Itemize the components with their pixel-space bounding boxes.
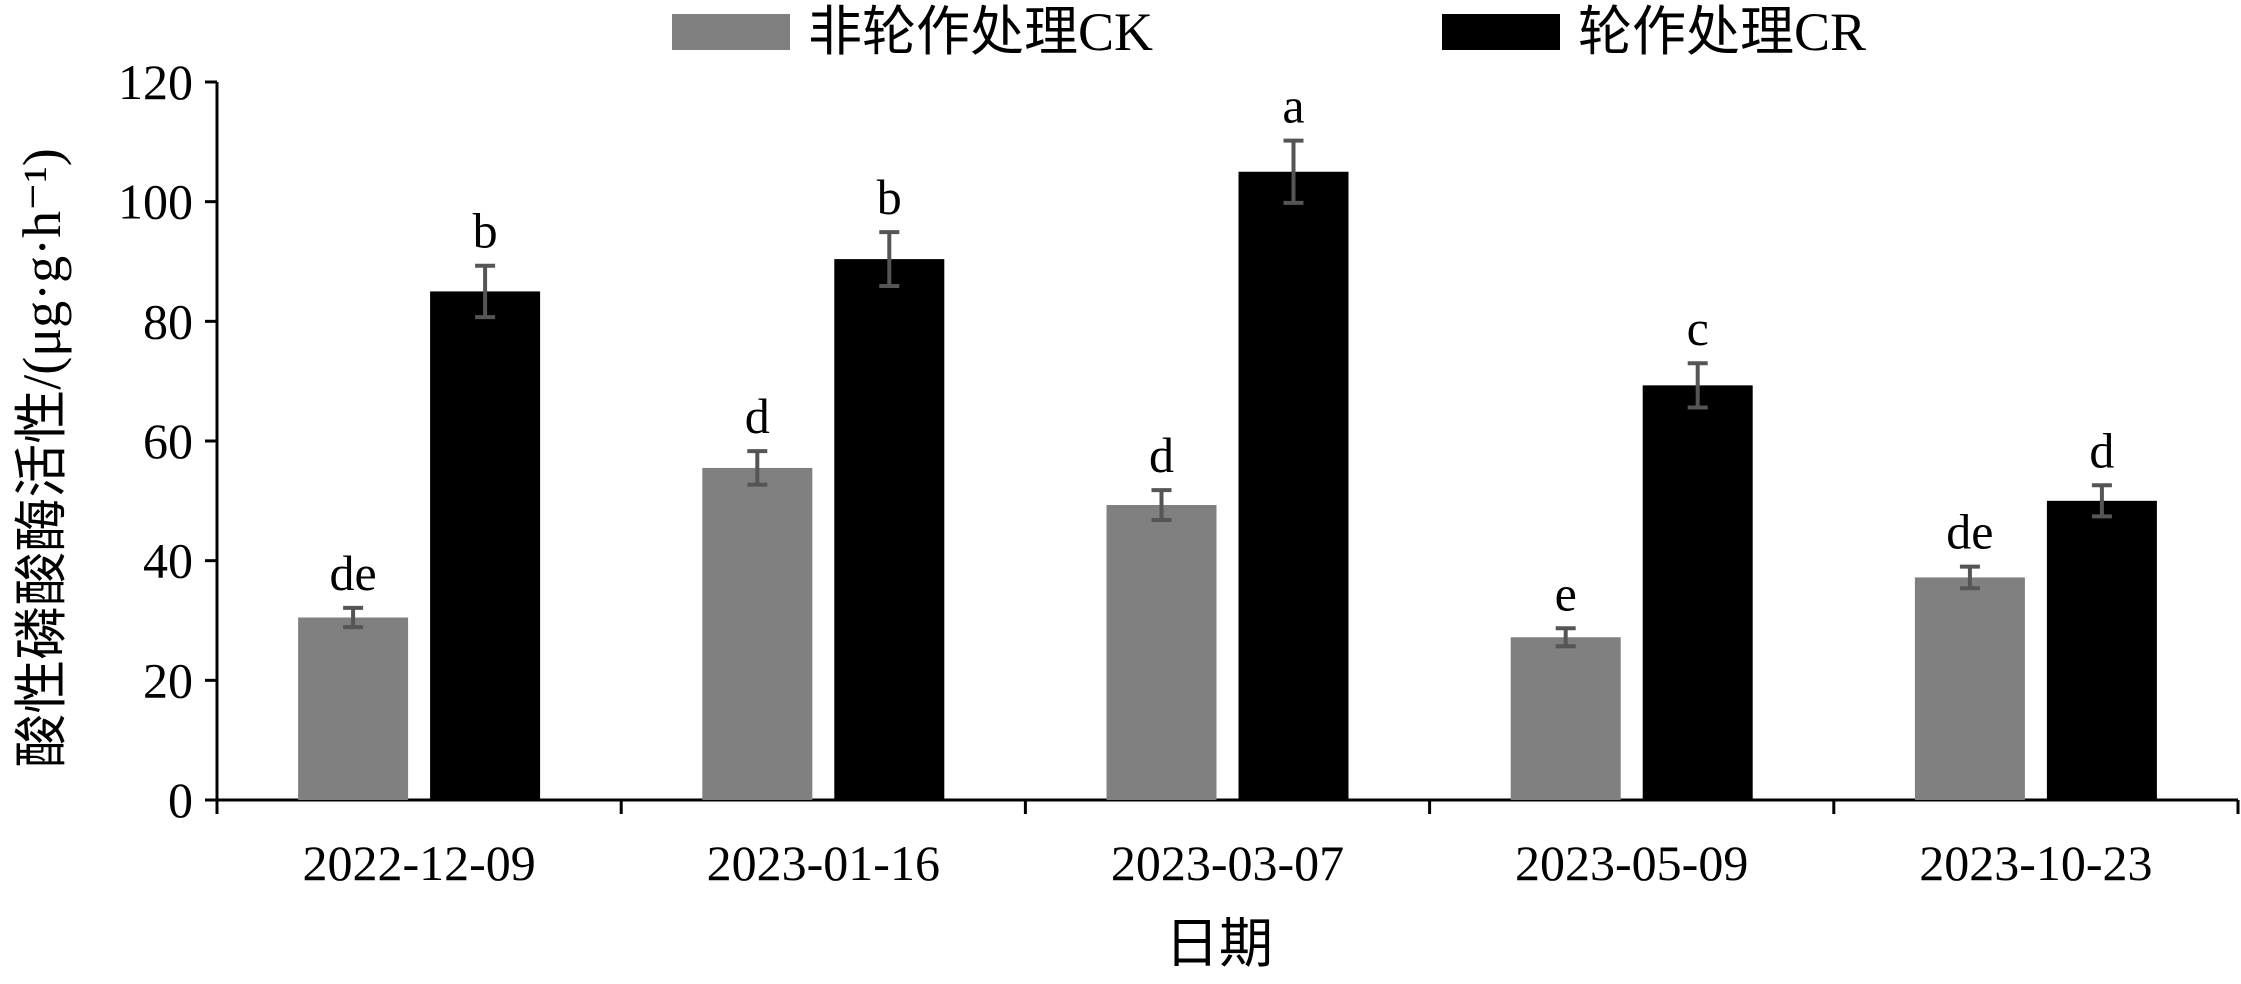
y-tick-label: 80 [143,293,193,349]
y-tick-label: 60 [143,413,193,469]
significance-label: d [2089,422,2114,478]
bar-cr [2046,500,2157,800]
significance-label: de [1946,504,1993,560]
y-tick-label: 120 [118,54,193,110]
legend-label: 非轮作处理CK [808,2,1153,62]
bar-ck [298,617,409,800]
y-tick-label: 100 [118,174,193,230]
legend-label: 轮作处理CR [1578,2,1866,62]
x-tick-label: 2023-03-07 [1111,835,1344,891]
x-axis: 2022-12-09 2023-01-16 2023-03-07 2023-05-09… [215,798,2240,891]
significance-label: de [329,545,376,601]
significance-label: b [877,169,902,225]
bar-ck [1914,577,2025,800]
y-axis: 0 20 40 60 80 100 120 [118,54,219,828]
bar-cr [834,259,945,800]
y-tick-label: 40 [143,533,193,589]
significance-label: b [473,203,498,259]
bar-cr [1642,385,1753,800]
x-tick-label: 2023-10-23 [1919,835,2152,891]
x-tick-label: 2023-05-09 [1515,835,1748,891]
legend-swatch [1442,14,1560,50]
significance-label: d [1149,427,1174,483]
y-tick-label: 0 [168,772,193,828]
significance-label: c [1687,300,1709,356]
significance-label: d [745,388,770,444]
bar-ck [702,467,813,800]
y-axis-title: 酸性磷酸酶活性/(μg·g·h⁻¹) [12,148,72,768]
x-tick-label: 2022-12-09 [302,835,535,891]
legend: 非轮作处理CK 轮作处理CR [672,2,1866,62]
significance-label: e [1555,565,1577,621]
x-tick-label: 2023-01-16 [707,835,940,891]
x-axis-title: 日期 [1165,914,1273,974]
significance-label: a [1282,78,1304,134]
y-tick-label: 20 [143,652,193,708]
bar-cr [1238,171,1349,800]
bar-ck [1106,505,1217,800]
bar-ck [1510,637,1621,800]
legend-swatch [672,14,790,50]
bar-cr [430,291,541,800]
